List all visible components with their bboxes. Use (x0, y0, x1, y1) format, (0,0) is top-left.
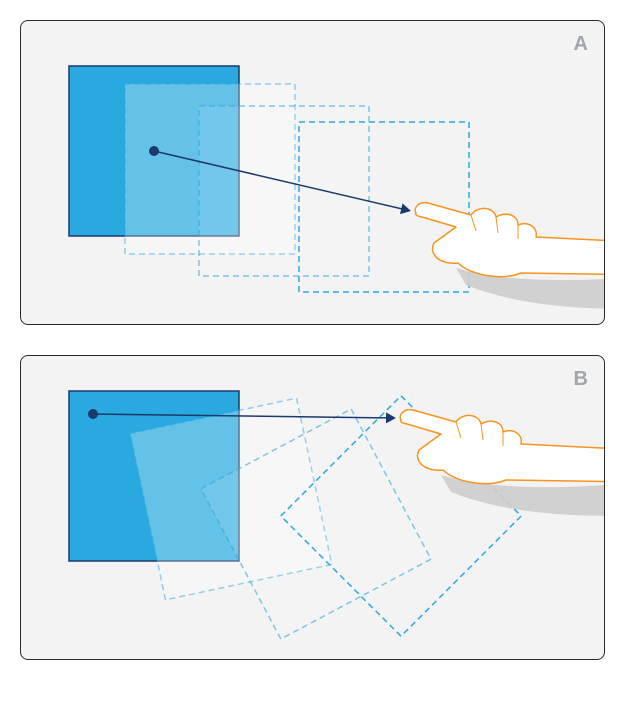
panel-b-svg (21, 356, 605, 660)
panel-label-a: A (574, 33, 588, 56)
panel-label-b: B (574, 368, 588, 391)
panel-b: B (20, 355, 605, 660)
panel-a: A (20, 20, 605, 325)
panel-a-svg (21, 21, 605, 325)
